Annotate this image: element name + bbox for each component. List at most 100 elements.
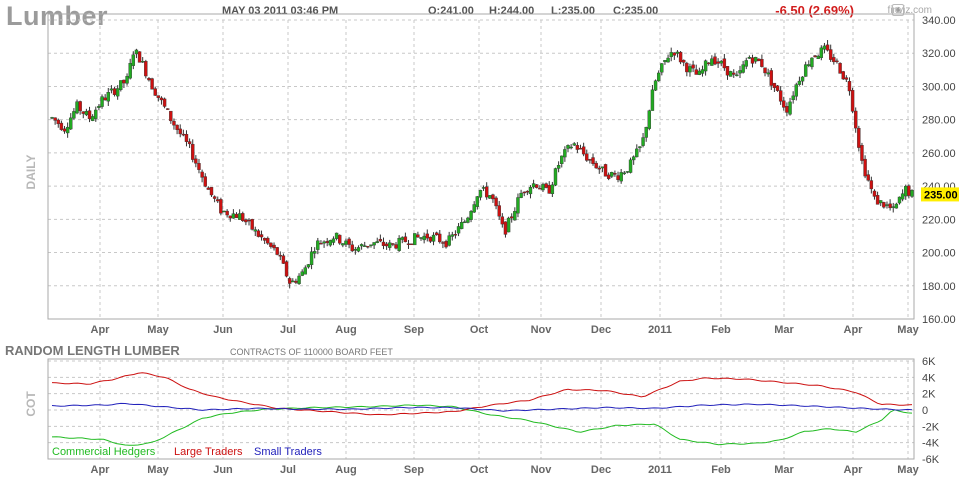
price-candle xyxy=(778,90,783,102)
price-candle xyxy=(369,244,373,246)
price-candle xyxy=(134,49,139,55)
price-candle xyxy=(206,187,211,190)
price-candle xyxy=(156,95,161,98)
cot-x-tick: Jul xyxy=(280,464,296,476)
price-candle xyxy=(291,280,295,283)
price-candle xyxy=(907,185,911,196)
price-candle xyxy=(259,234,264,238)
cot-x-tick: 2011 xyxy=(648,464,672,476)
cot-y-tick: 4K xyxy=(922,372,936,384)
price-candle xyxy=(112,88,117,95)
cot-y-tick: -2K xyxy=(922,421,940,433)
cot-x-tick: Aug xyxy=(335,464,356,476)
price-candle xyxy=(197,163,201,170)
legend-large-traders: Large Traders xyxy=(174,446,243,458)
price-candle xyxy=(541,184,545,191)
price-y-tick: 200.00 xyxy=(922,248,956,260)
price-candle xyxy=(519,192,523,198)
legend-small-traders: Small Traders xyxy=(254,446,322,458)
price-candle xyxy=(122,79,126,84)
symbol-title: Lumber xyxy=(6,1,109,31)
price-candle xyxy=(278,254,282,257)
price-candle xyxy=(81,111,85,114)
price-candle xyxy=(69,117,73,130)
price-x-tick: Nov xyxy=(531,324,553,336)
price-candle xyxy=(794,84,798,97)
price-candle xyxy=(641,137,645,146)
cot-x-tick: Jun xyxy=(213,464,233,476)
price-candle xyxy=(72,111,76,119)
price-candle xyxy=(691,64,695,69)
price-candle xyxy=(606,174,611,179)
price-candle xyxy=(535,184,539,188)
price-candle xyxy=(191,143,195,160)
price-candle xyxy=(275,247,279,255)
price-candle xyxy=(444,241,448,248)
price-candle xyxy=(522,191,526,194)
price-candle xyxy=(87,110,92,120)
price-candle xyxy=(900,193,905,200)
price-candle xyxy=(466,217,470,223)
price-candle xyxy=(616,175,620,181)
price-candle xyxy=(678,51,683,63)
price-candle xyxy=(231,213,236,219)
price-candle xyxy=(353,248,358,251)
price-candle xyxy=(128,63,132,79)
price-candle xyxy=(319,242,323,245)
price-candle xyxy=(175,124,179,130)
cot-frame xyxy=(47,358,915,460)
price-candle xyxy=(638,146,642,149)
price-candle xyxy=(463,221,467,223)
price-candle xyxy=(428,236,433,242)
price-candle xyxy=(247,219,251,222)
price-candle xyxy=(363,245,367,247)
price-candle xyxy=(556,165,561,169)
cot-x-tick: Apr xyxy=(844,464,864,476)
price-candle xyxy=(744,60,748,67)
price-candle xyxy=(653,80,658,91)
price-candle xyxy=(600,166,605,169)
price-candle xyxy=(338,234,342,244)
price-candle xyxy=(788,101,792,115)
price-candle xyxy=(237,213,242,220)
price-candle xyxy=(281,255,286,264)
price-candle xyxy=(178,128,182,135)
price-candle xyxy=(816,55,820,59)
price-x-tick: Feb xyxy=(711,324,731,336)
price-candle xyxy=(879,200,883,204)
cot-x-tick: Feb xyxy=(711,464,731,476)
price-candle xyxy=(53,117,57,121)
last-price-badge xyxy=(921,187,959,202)
price-candle xyxy=(603,164,608,177)
price-x-tick: Sep xyxy=(404,324,424,336)
price-candle xyxy=(825,44,830,51)
cot-series-large-traders xyxy=(51,372,913,416)
price-candle xyxy=(757,58,761,62)
cot-series-commercial-hedgers xyxy=(51,404,913,446)
price-candle xyxy=(181,133,186,136)
price-y-tick: 180.00 xyxy=(922,281,956,293)
price-candle xyxy=(819,47,824,58)
price-candle xyxy=(685,62,689,73)
price-candle xyxy=(760,59,764,67)
price-candle xyxy=(294,280,298,283)
price-candle xyxy=(413,233,417,246)
cot-x-tick: Apr xyxy=(91,464,111,476)
price-candle xyxy=(578,148,583,150)
brand-link[interactable]: finviz.com xyxy=(887,5,932,16)
price-candle xyxy=(828,49,833,60)
price-candle xyxy=(125,76,129,84)
price-y-tick: 160.00 xyxy=(922,314,956,326)
price-candle xyxy=(284,261,289,277)
price-candle xyxy=(803,64,808,77)
price-x-tick: Dec xyxy=(591,324,611,336)
cot-y-tick: 6K xyxy=(922,356,936,368)
price-x-axis: Apr May Jun Jul Aug Sep Oct Nov Dec 2011 Feb Mar Apr… xyxy=(91,324,920,336)
price-candle xyxy=(635,148,639,158)
price-candle xyxy=(597,167,601,170)
price-candle xyxy=(503,221,508,235)
legend-commercial-hedgers: Commercial Hedgers xyxy=(52,446,156,458)
price-candle xyxy=(150,78,154,90)
price-candle xyxy=(216,199,220,202)
